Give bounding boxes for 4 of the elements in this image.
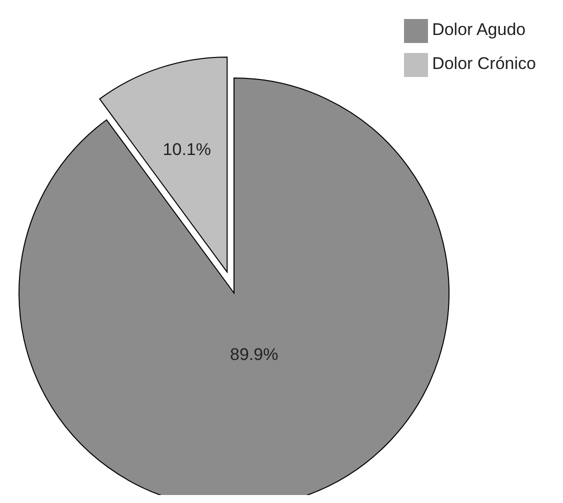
legend-label: Dolor Crónico — [432, 54, 536, 73]
data-label: 89.9% — [230, 344, 278, 364]
legend-label: Dolor Agudo — [432, 20, 526, 39]
data-label: 10.1% — [162, 140, 211, 160]
